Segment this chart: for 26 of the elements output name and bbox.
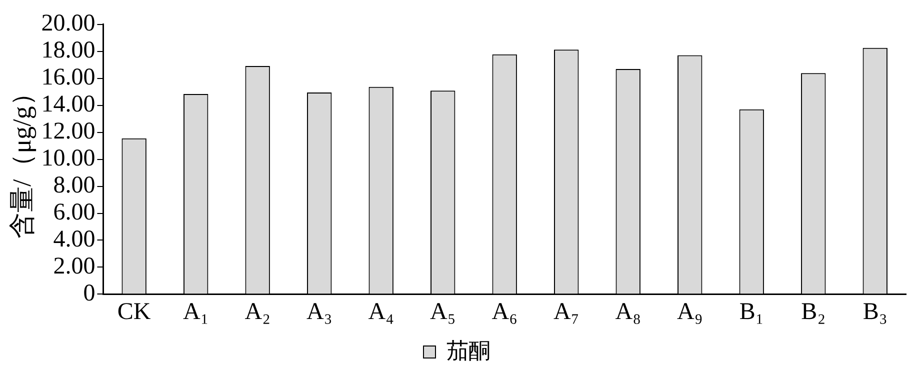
y-tick-label: 6.00 [53,200,96,226]
y-tick-label: 8.00 [53,172,96,199]
y-tick-label: 12.00 [41,118,96,145]
x-tick-label: A₇ [554,298,580,325]
y-tick-label: 16.00 [41,64,96,91]
y-tick-label: 18.00 [41,38,96,64]
y-tick-label: 4.00 [53,226,96,253]
y-tick-label: 0 [83,280,96,306]
x-tick-label: A₉ [677,298,703,325]
legend-label: 茄酮 [446,338,490,363]
y-tick-label: 14.00 [41,92,96,118]
x-tick-label: A₆ [492,298,518,325]
y-tick-label: 10.00 [41,146,96,172]
x-tick-label: A₂ [244,298,270,325]
x-tick-label: B₂ [801,298,826,325]
x-tick-label: A₈ [615,298,641,325]
x-tick-label: A₁ [182,298,209,325]
x-tick-label: B₃ [862,298,888,325]
y-tick-label: 2.00 [53,254,96,280]
y-tick-label: 20.00 [41,10,96,37]
x-tick-label: A₄ [368,298,394,325]
x-tick-label: CK [117,298,152,325]
x-tick-label: B₁ [739,298,764,325]
x-tick-label: A₃ [306,298,332,325]
x-tick-label: A₅ [430,298,456,325]
y-axis-title: 含量/（μg/g） [7,80,36,238]
